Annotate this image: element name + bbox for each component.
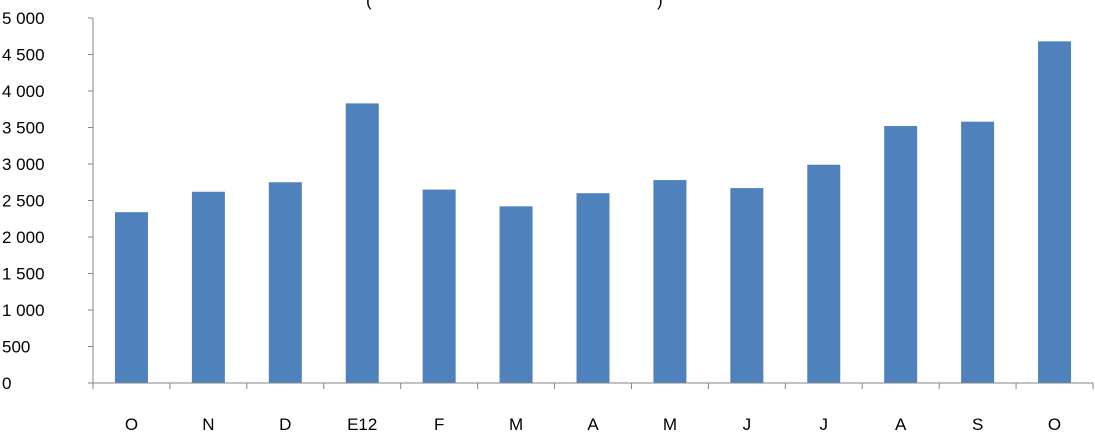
bar	[499, 206, 533, 383]
chart-title-open-paren: (	[366, 0, 372, 10]
x-axis-ticks: O N D E12 F M A M J J A S O	[92, 383, 1094, 433]
x-tick-label: D	[279, 415, 291, 433]
y-tick-label: 500	[2, 338, 30, 357]
y-tick-label: 1 500	[2, 265, 45, 284]
bar	[730, 188, 764, 383]
bars	[114, 41, 1072, 384]
y-tick-label: 5 000	[2, 9, 45, 28]
x-tick-label: O	[1048, 415, 1061, 433]
x-tick-label: A	[587, 415, 599, 433]
x-tick-label: F	[434, 415, 444, 433]
x-tick-label: J	[743, 415, 752, 433]
y-tick-label: 4 500	[2, 46, 45, 65]
x-tick-label: O	[125, 415, 138, 433]
bar	[961, 121, 995, 383]
x-tick-label: A	[895, 415, 907, 433]
x-tick-label: M	[509, 415, 523, 433]
y-tick-label: 3 000	[2, 155, 45, 174]
bar	[1038, 41, 1072, 384]
bar	[653, 180, 687, 383]
y-tick-label: 3 500	[2, 119, 45, 138]
x-tick-label: N	[202, 415, 214, 433]
x-tick-label: S	[972, 415, 983, 433]
bar	[345, 103, 379, 383]
y-tick-label: 2 500	[2, 192, 45, 211]
y-tick-label: 1 000	[2, 301, 45, 320]
y-tick-label: 0	[2, 374, 11, 393]
y-tick-label: 2 000	[2, 228, 45, 247]
axes	[92, 18, 1093, 384]
x-tick-label: J	[820, 415, 829, 433]
bar	[807, 164, 841, 383]
x-tick-label: E12	[347, 415, 377, 433]
bar	[422, 189, 456, 383]
chart-title-close-paren: )	[657, 0, 663, 10]
bar	[268, 182, 302, 383]
bar	[114, 212, 148, 383]
x-tick-label: M	[663, 415, 677, 433]
y-axis-ticks: 0 500 1 000 1 500 2 000 2 500 3 000 3 500 4 000 4…	[2, 9, 93, 393]
y-tick-label: 4 000	[2, 82, 45, 101]
bar	[576, 193, 610, 383]
bar	[191, 191, 225, 383]
bar	[884, 126, 918, 383]
